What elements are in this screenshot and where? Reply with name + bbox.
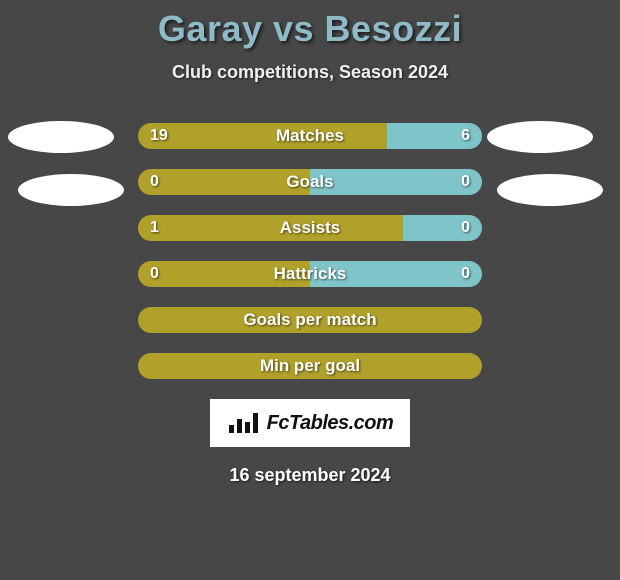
source-text: FcTables.com [267,412,394,435]
stat-bar-right [403,215,482,241]
stat-bar-left [138,261,310,287]
stat-bar-right [310,261,482,287]
stat-bar-left [138,169,310,195]
stat-bar-left [138,123,387,149]
stat-row: Matches196 [138,123,482,149]
stat-bar-right [387,123,482,149]
subtitle: Club competitions, Season 2024 [0,62,620,83]
page-title: Garay vs Besozzi [0,0,620,50]
stat-row: Assists10 [138,215,482,241]
comparison-chart: Matches196 Goals00 Assists10 Hattricks00 Goa… [0,123,620,379]
placeholder-avatar [497,174,603,206]
stat-row: Goals per match [138,307,482,333]
stat-bar-left [138,215,403,241]
stat-bar-left [138,307,482,333]
stat-bar-right [310,169,482,195]
stat-row: Goals00 [138,169,482,195]
placeholder-avatar [487,121,593,153]
placeholder-avatar [8,121,114,153]
stat-bar-left [138,353,482,379]
source-badge: FcTables.com [210,399,410,447]
placeholder-avatar [18,174,124,206]
stat-row: Hattricks00 [138,261,482,287]
bars-icon [227,411,261,435]
date-text: 16 september 2024 [0,465,620,486]
stat-row: Min per goal [138,353,482,379]
